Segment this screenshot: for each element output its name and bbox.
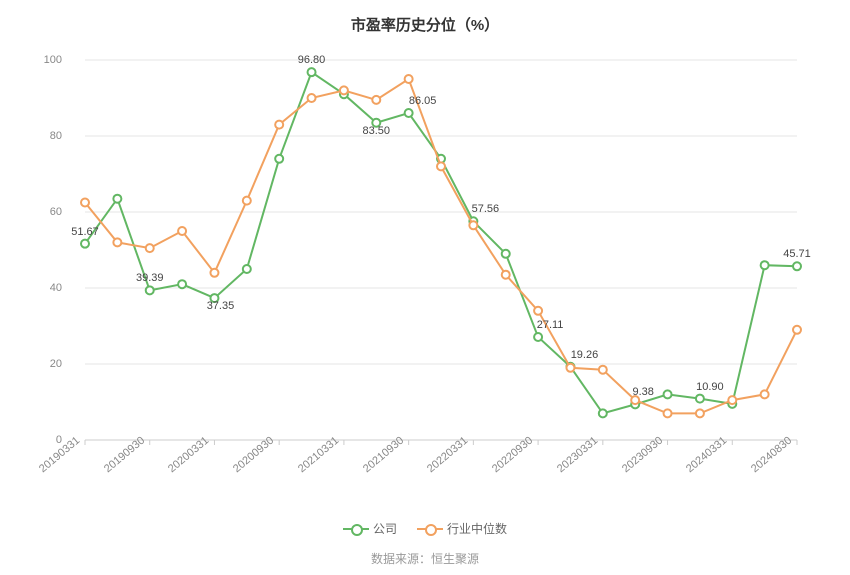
chart-source: 数据来源：恒生聚源 (0, 550, 850, 567)
legend-marker-icon (343, 523, 369, 535)
data-point-label: 83.50 (363, 125, 391, 137)
legend-marker-icon (417, 523, 443, 535)
legend-label: 公司 (373, 520, 397, 537)
legend-item[interactable]: 公司 (343, 520, 397, 537)
y-tick-label: 20 (50, 358, 62, 370)
data-point-label: 86.05 (409, 95, 437, 107)
data-point-label: 45.71 (783, 248, 811, 260)
y-axis-labels: 020406080100 (0, 50, 70, 450)
y-tick-label: 60 (50, 206, 62, 218)
y-tick-label: 80 (50, 130, 62, 142)
x-axis-labels: 2019033120190930202003312020093020210331… (75, 452, 815, 512)
plot-area: 51.6739.3937.3596.8083.5086.0557.5627.11… (75, 50, 815, 450)
data-point-label: 57.56 (472, 203, 500, 215)
y-tick-label: 40 (50, 282, 62, 294)
chart-title: 市盈率历史分位（%） (0, 0, 850, 35)
legend-item[interactable]: 行业中位数 (417, 520, 507, 537)
pe-percentile-chart: 市盈率历史分位（%） 020406080100 51.6739.3937.359… (0, 0, 850, 575)
data-point-label: 51.67 (71, 226, 99, 238)
data-point-label: 27.11 (537, 319, 564, 331)
data-point-label: 10.90 (696, 381, 724, 393)
chart-legend: 公司 行业中位数 (0, 520, 850, 538)
data-point-label: 96.80 (298, 54, 326, 66)
data-point-label: 39.39 (136, 272, 164, 284)
data-point-label: 37.35 (207, 300, 235, 312)
data-point-label: 9.38 (632, 386, 653, 398)
data-point-label: 19.26 (571, 349, 599, 361)
y-tick-label: 100 (44, 54, 62, 66)
legend-label: 行业中位数 (447, 520, 507, 537)
